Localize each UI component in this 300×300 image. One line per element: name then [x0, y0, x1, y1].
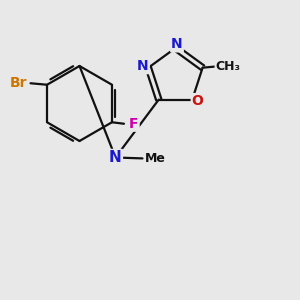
Text: O: O	[192, 94, 204, 108]
Text: N: N	[137, 59, 149, 73]
Text: CH₃: CH₃	[216, 60, 241, 73]
Text: Br: Br	[10, 76, 27, 90]
Text: Me: Me	[145, 152, 166, 165]
Text: N: N	[109, 150, 122, 165]
Text: N: N	[171, 38, 183, 51]
Text: F: F	[129, 117, 139, 131]
